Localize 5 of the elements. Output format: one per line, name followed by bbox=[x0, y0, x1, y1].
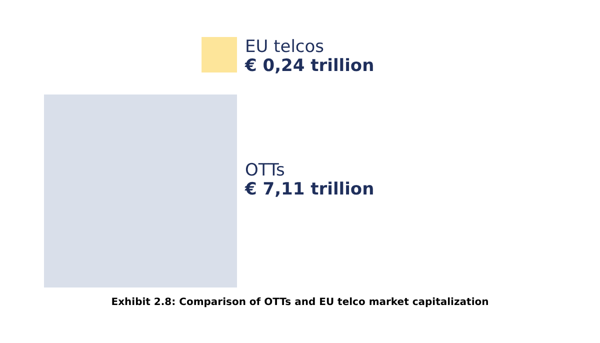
category-label: OTTs bbox=[245, 160, 286, 181]
data-label: € 7,11 trillion bbox=[244, 180, 374, 200]
text: Exhibit 2.8: Comparison of OTTs and EU telco market capitalization bbox=[111, 297, 489, 308]
data-label: € 0,24 trillion bbox=[244, 56, 374, 76]
category-label: EU telcos bbox=[245, 37, 324, 57]
